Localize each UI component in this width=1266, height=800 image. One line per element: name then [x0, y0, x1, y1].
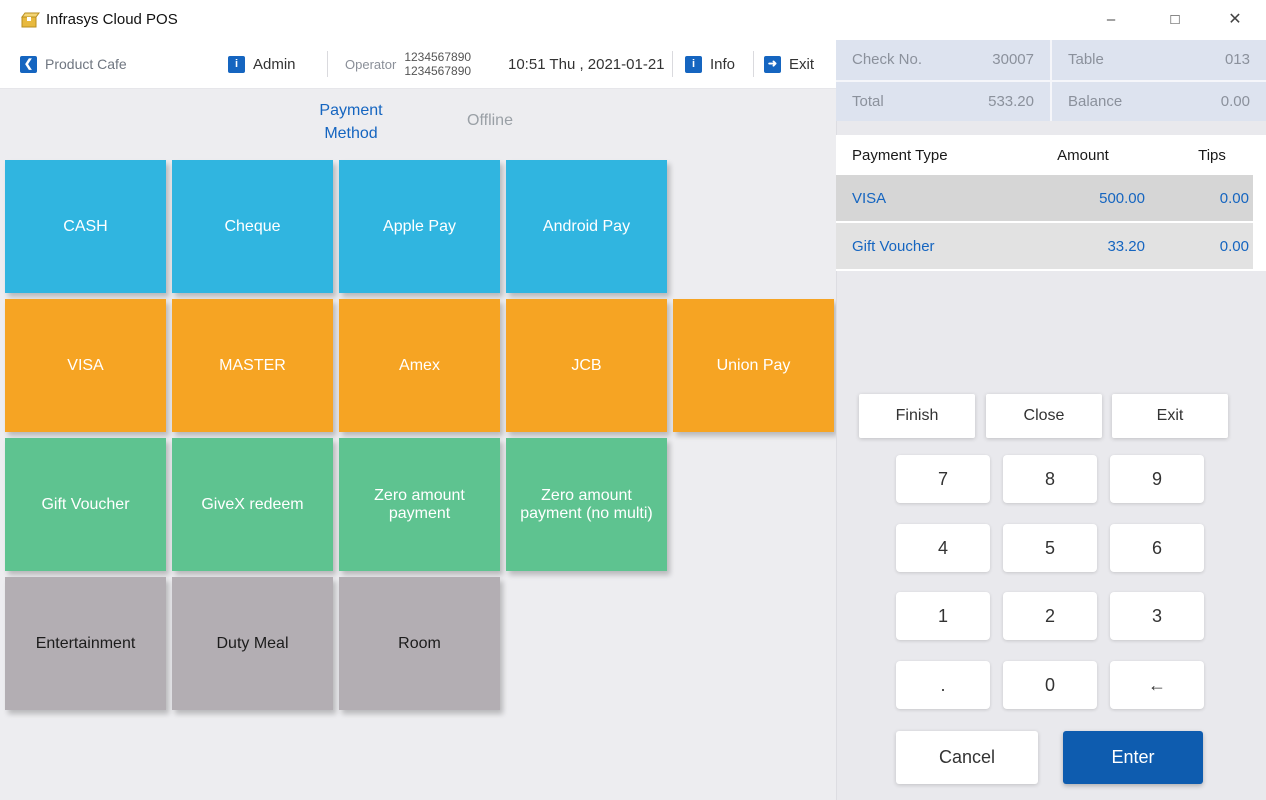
table-value: 013: [1224, 51, 1250, 69]
check-number-cell: Check No. 30007: [836, 40, 1050, 80]
numpad-key-8[interactable]: 8: [1003, 455, 1097, 503]
payment-method-amex[interactable]: Amex: [339, 299, 500, 432]
total-label: Total: [852, 92, 884, 110]
payments-table-header: Payment Type Amount Tips: [836, 135, 1266, 175]
payment-method-entertainment[interactable]: Entertainment: [5, 577, 166, 710]
payment-method-visa[interactable]: VISA: [5, 299, 166, 432]
payment-method-gift-voucher[interactable]: Gift Voucher: [5, 438, 166, 571]
divider: [327, 51, 328, 77]
numpad-key-0[interactable]: 0: [1003, 661, 1097, 709]
back-store-button[interactable]: ❮ Product Cafe: [20, 40, 127, 88]
maximize-button[interactable]: □: [1152, 0, 1198, 40]
check-info-panel: Check No. 30007 Table 013 Total 533.20 B…: [836, 40, 1266, 121]
tab-payment-method[interactable]: Payment Method: [319, 102, 383, 142]
payment-method-zero-amount-no-multi[interactable]: Zero amount payment (no multi): [506, 438, 667, 571]
balance-cell: Balance 0.00: [1052, 81, 1266, 121]
payments-table: Payment Type Amount Tips VISA 500.00 0.0…: [836, 135, 1266, 271]
operator-info: Operator 1234567890 1234567890: [345, 40, 471, 88]
col-payment-type: Payment Type: [852, 146, 948, 164]
admin-button[interactable]: i Admin: [228, 40, 296, 88]
numpad-key-1[interactable]: 1: [896, 592, 990, 640]
close-button[interactable]: ✕: [1212, 0, 1258, 40]
operator-number-2: 1234567890: [404, 64, 472, 78]
payment-row-gift-voucher[interactable]: Gift Voucher 33.20 0.00: [836, 223, 1253, 269]
numpad-key-3[interactable]: 3: [1110, 592, 1204, 640]
payment-method-jcb[interactable]: JCB: [506, 299, 667, 432]
operator-label: Operator: [345, 56, 397, 72]
check-number-value: 30007: [992, 51, 1034, 69]
payment-row-visa[interactable]: VISA 500.00 0.00: [836, 175, 1253, 221]
numpad-key-2[interactable]: 2: [1003, 592, 1097, 640]
balance-value: 0.00: [1220, 92, 1250, 110]
cancel-button[interactable]: Cancel: [896, 731, 1038, 784]
total-cell: Total 533.20: [836, 81, 1050, 121]
operator-number-1: 1234567890: [404, 50, 472, 64]
payment-method-givex-redeem[interactable]: GiveX redeem: [172, 438, 333, 571]
payment-method-android-pay[interactable]: Android Pay: [506, 160, 667, 293]
numpad-key-5[interactable]: 5: [1003, 524, 1097, 572]
enter-button[interactable]: Enter: [1063, 731, 1203, 784]
col-tips: Tips: [1198, 146, 1226, 164]
datetime-display: 10:51 Thu , 2021-01-21: [508, 55, 665, 73]
app-header: ❮ Product Cafe i Admin Operator 12345678…: [0, 40, 836, 89]
payment-method-master[interactable]: MASTER: [172, 299, 333, 432]
numpad-key-7[interactable]: 7: [896, 455, 990, 503]
col-amount: Amount: [1057, 146, 1109, 164]
payment-row-type: Gift Voucher: [852, 237, 935, 255]
exit-icon: ➜: [764, 55, 781, 73]
total-value: 533.20: [988, 92, 1034, 110]
minimize-button[interactable]: –: [1088, 0, 1134, 40]
tab-offline[interactable]: Offline: [467, 112, 513, 129]
operator-numbers: 1234567890 1234567890: [404, 50, 471, 78]
exit-label: Exit: [789, 55, 815, 73]
divider: [672, 51, 673, 77]
payment-method-union-pay[interactable]: Union Pay: [673, 299, 834, 432]
exit-button[interactable]: ➜ Exit: [764, 40, 814, 88]
payment-row-amount: 33.20: [1107, 237, 1145, 255]
numpad-key-4[interactable]: 4: [896, 524, 990, 572]
title-bar: Infrasys Cloud POS – □ ✕: [0, 0, 1266, 40]
numpad-key-decimal[interactable]: .: [896, 661, 990, 709]
info-icon: i: [685, 55, 702, 73]
close-check-button[interactable]: Close: [986, 394, 1102, 438]
payment-method-apple-pay[interactable]: Apple Pay: [339, 160, 500, 293]
numpad-key-9[interactable]: 9: [1110, 455, 1204, 503]
payment-row-type: VISA: [852, 189, 887, 207]
numpad-key-backspace[interactable]: ←: [1110, 661, 1204, 709]
check-number-label: Check No.: [852, 51, 923, 69]
table-cell: Table 013: [1052, 40, 1266, 80]
numpad-key-6[interactable]: 6: [1110, 524, 1204, 572]
balance-label: Balance: [1068, 92, 1123, 110]
payment-row-tips: 0.00: [1219, 189, 1249, 207]
table-label: Table: [1068, 51, 1104, 69]
store-name: Product Cafe: [45, 56, 127, 72]
divider: [753, 51, 754, 77]
admin-info-icon: i: [228, 55, 245, 73]
payment-method-duty-meal[interactable]: Duty Meal: [172, 577, 333, 710]
payment-row-amount: 500.00: [1099, 189, 1145, 207]
exit-panel-button[interactable]: Exit: [1112, 394, 1228, 438]
payment-row-tips: 0.00: [1219, 237, 1249, 255]
app-logo-icon: [20, 10, 40, 30]
window-title: Infrasys Cloud POS: [46, 11, 178, 28]
payment-method-cash[interactable]: CASH: [5, 160, 166, 293]
info-button[interactable]: i Info: [685, 40, 735, 88]
finish-button[interactable]: Finish: [859, 394, 975, 438]
payment-method-cheque[interactable]: Cheque: [172, 160, 333, 293]
back-icon: ❮: [20, 55, 37, 73]
payment-method-room[interactable]: Room: [339, 577, 500, 710]
admin-label: Admin: [253, 55, 296, 73]
info-label: Info: [710, 55, 736, 73]
payment-method-zero-amount[interactable]: Zero amount payment: [339, 438, 500, 571]
